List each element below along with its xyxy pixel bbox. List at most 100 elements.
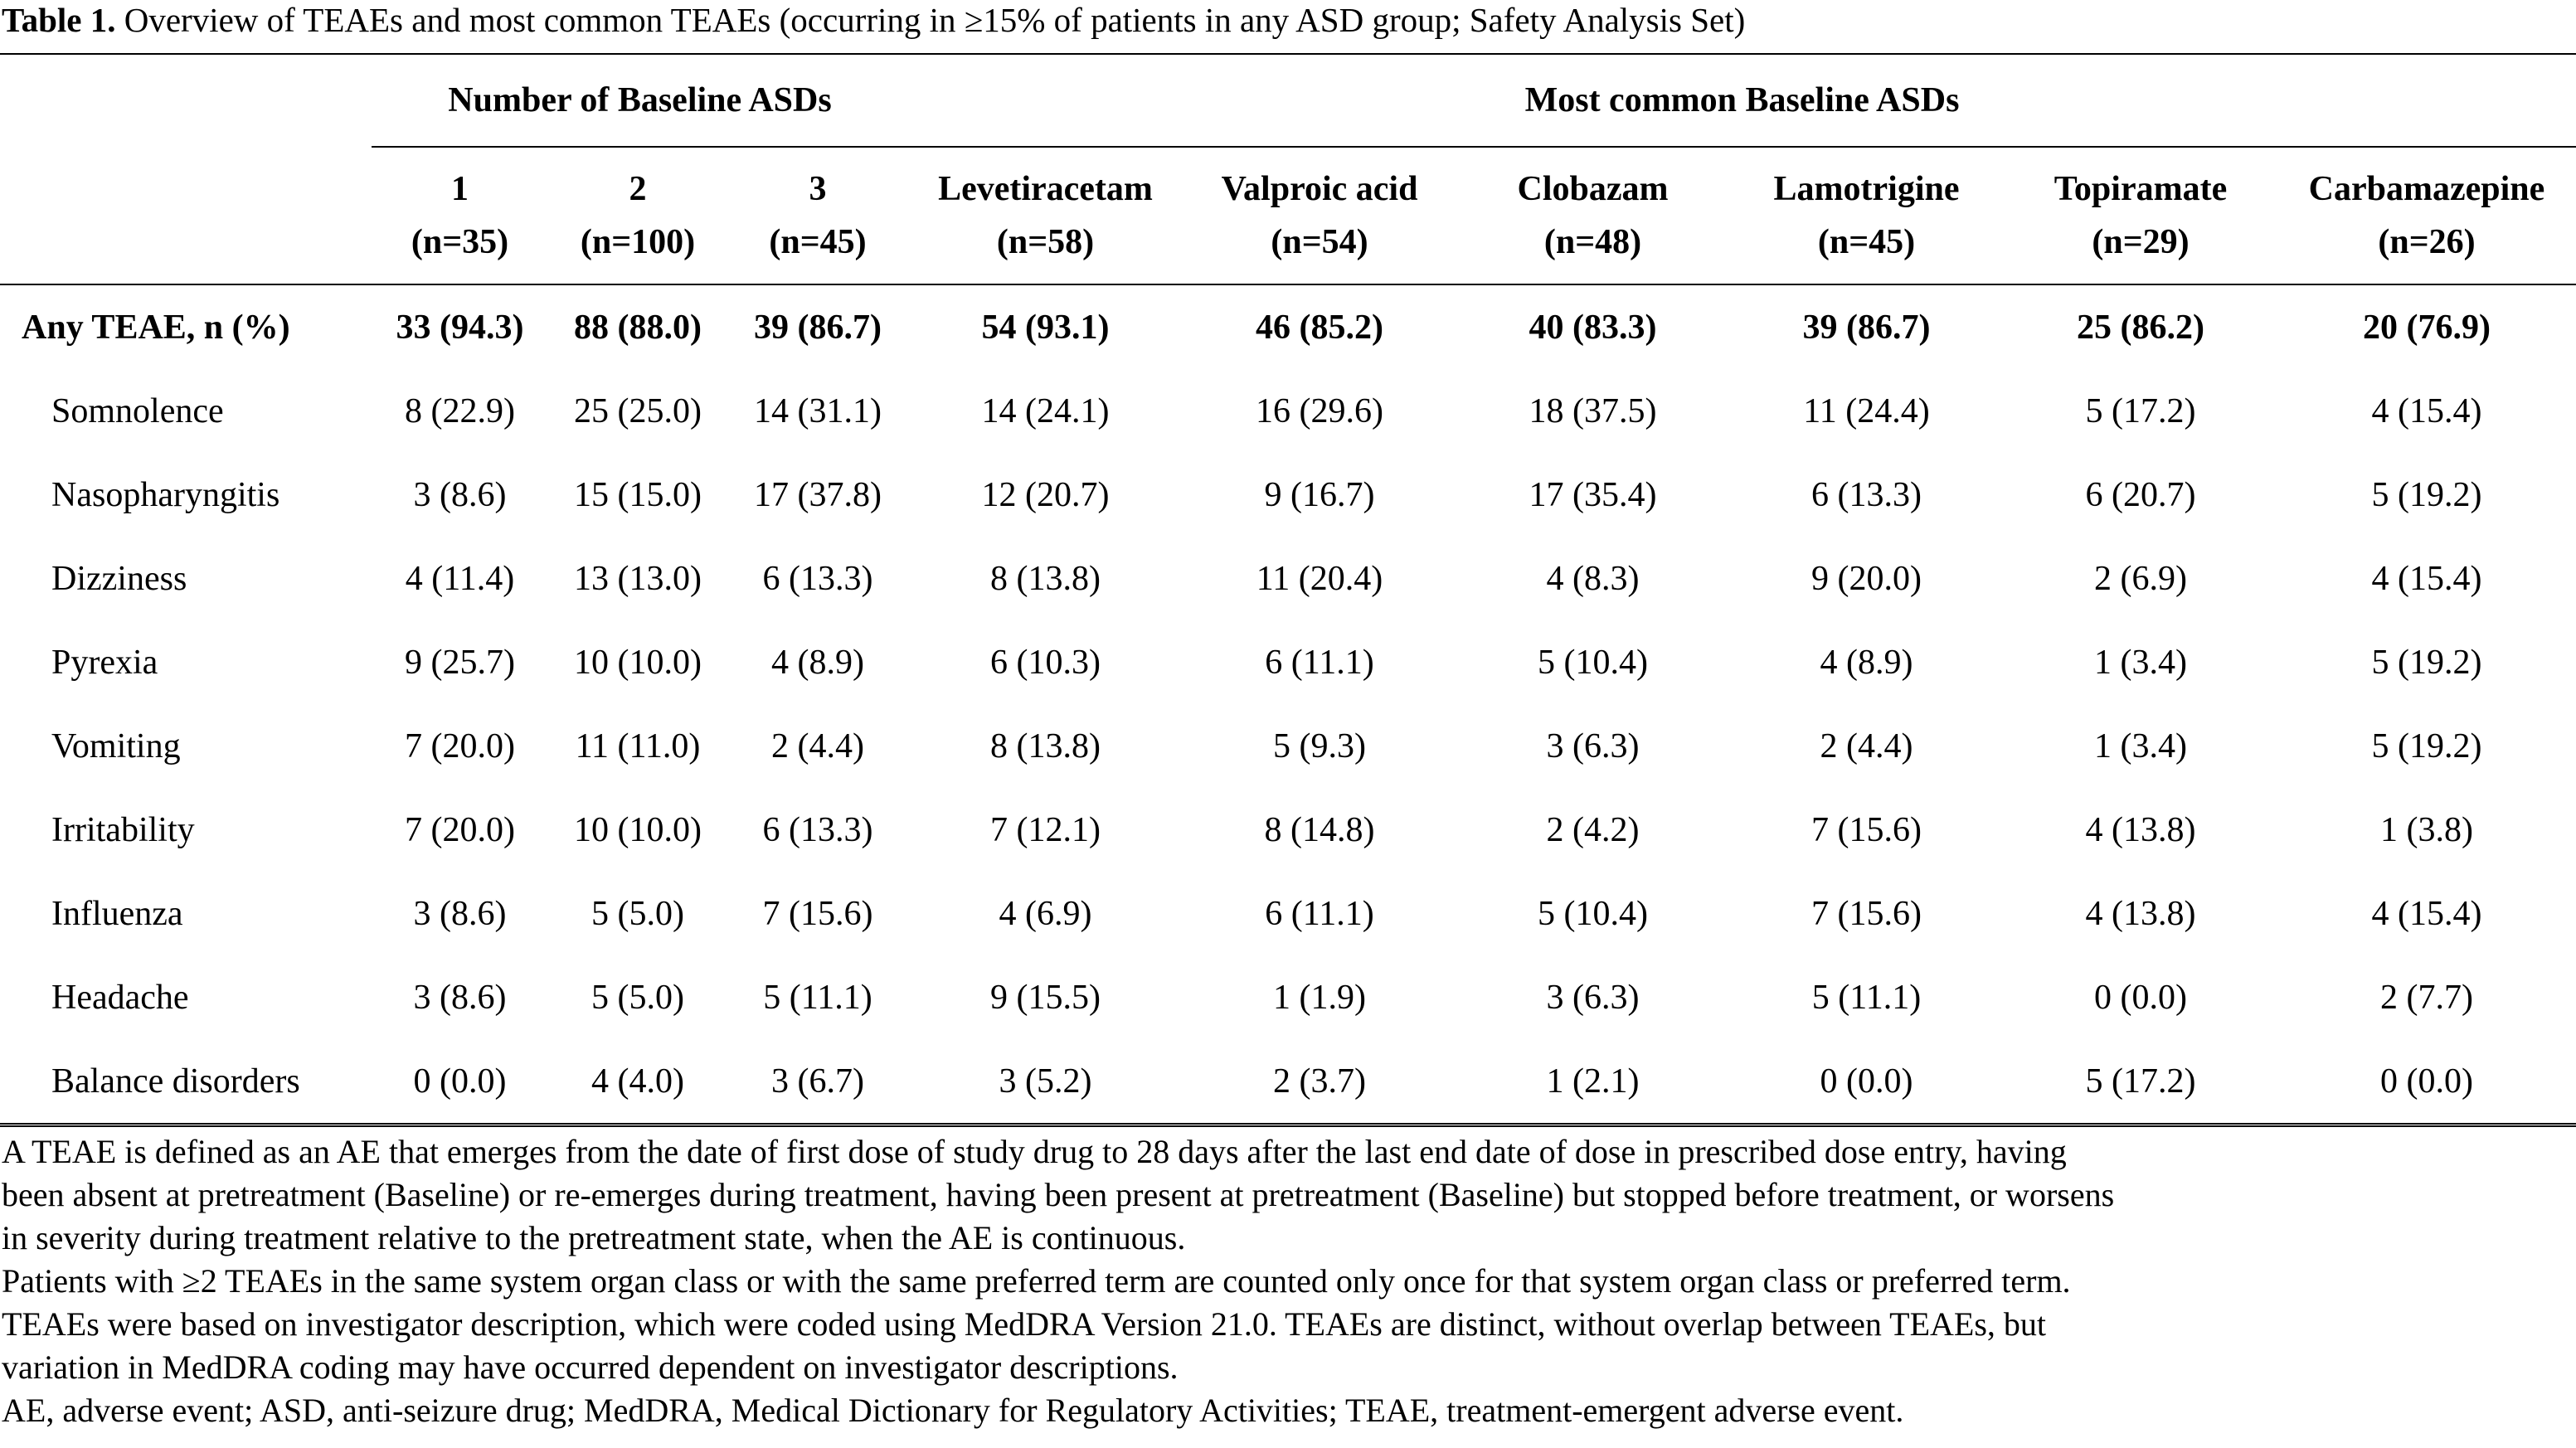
- table-cell: 5 (19.2): [2371, 475, 2482, 514]
- table-cell: 13 (13.0): [574, 559, 702, 598]
- table-cell: 6 (11.1): [1265, 894, 1374, 933]
- table-cell: 9 (15.5): [990, 978, 1101, 1017]
- row-label: Influenza: [51, 894, 183, 933]
- table-cell: 5 (19.2): [2371, 726, 2482, 765]
- table-cell: 25 (25.0): [574, 391, 702, 430]
- table-cell: 5 (10.4): [1538, 894, 1648, 933]
- group-header-row: Number of Baseline ASDs Most common Base…: [0, 54, 2576, 148]
- table-cell: 4 (6.9): [999, 894, 1092, 933]
- row-label: Pyrexia: [51, 643, 158, 682]
- table-cell: 1 (3.8): [2380, 810, 2473, 849]
- table-cell: 9 (20.0): [1811, 559, 1922, 598]
- table-cell: 2 (4.2): [1546, 810, 1640, 849]
- row-label: Somnolence: [51, 391, 224, 430]
- table-cell: 3 (8.6): [413, 894, 507, 933]
- column-header: Lamotrigine (n=45): [1729, 147, 2004, 285]
- footnote: TEAEs were based on investigator descrip…: [2, 1305, 2047, 1386]
- table-cell: 4 (15.4): [2371, 559, 2482, 598]
- table-cell: 11 (24.4): [1803, 391, 1930, 430]
- table-cell: 8 (13.8): [990, 726, 1101, 765]
- table-cell: 0 (0.0): [372, 1039, 548, 1127]
- footnote: AE, adverse event; ASD, anti-seizure dru…: [2, 1392, 1904, 1429]
- column-name: Lamotrigine: [1773, 170, 1960, 208]
- table-cell: 9 (16.7): [1264, 475, 1375, 514]
- table-cell: 2 (7.7): [2380, 978, 2473, 1017]
- table-cell: 4 (11.4): [405, 559, 515, 598]
- table-cell: 18 (37.5): [1529, 391, 1657, 430]
- table-cell: 7 (15.6): [1811, 894, 1922, 933]
- table-cell: 7 (20.0): [405, 810, 515, 849]
- table-cell: 7 (12.1): [990, 810, 1101, 849]
- table-cell: 1 (2.1): [1456, 1039, 1729, 1127]
- table-cell: 1 (3.4): [2094, 726, 2187, 765]
- column-n: (n=48): [1543, 223, 1642, 261]
- table-cell: 14 (31.1): [754, 391, 882, 430]
- column-n: (n=58): [996, 223, 1095, 261]
- column-name: 1: [451, 170, 469, 208]
- table-cell: 88 (88.0): [574, 308, 702, 347]
- table-row: Headache 3 (8.6) 5 (5.0) 5 (11.1) 9 (15.5) 1 …: [0, 955, 2576, 1039]
- column-n: (n=29): [2092, 223, 2190, 261]
- table-cell: 5 (5.0): [591, 894, 684, 933]
- table-cell: 6 (20.7): [2085, 475, 2196, 514]
- table-cell: 20 (76.9): [2363, 308, 2491, 347]
- table-cell: 2 (6.9): [2094, 559, 2187, 598]
- table-cell: 10 (10.0): [574, 643, 702, 682]
- table-cell: 33 (94.3): [396, 308, 524, 347]
- table-cell: 9 (25.7): [405, 643, 515, 682]
- footnote: Patients with ≥2 TEAEs in the same syste…: [2, 1262, 2071, 1300]
- table-cell: 3 (5.2): [908, 1039, 1183, 1127]
- table-cell: 7 (15.6): [762, 894, 873, 933]
- table-cell: 4 (4.0): [548, 1039, 727, 1127]
- column-header: Valproic acid (n=54): [1183, 147, 1456, 285]
- table-row: Influenza 3 (8.6) 5 (5.0) 7 (15.6) 4 (6.9) 6 …: [0, 872, 2576, 955]
- table-cell: 2 (4.4): [1820, 726, 1913, 765]
- column-name: Levetiracetam: [938, 170, 1153, 208]
- column-n: (n=54): [1271, 223, 1368, 261]
- row-label: Any TEAE, n (%): [22, 308, 290, 347]
- table-cell: 3 (8.6): [413, 978, 507, 1017]
- table-caption: Table 1. Overview of TEAEs and most comm…: [0, 0, 2576, 53]
- table-cell: 5 (5.0): [591, 978, 684, 1017]
- table-cell: 4 (13.8): [2085, 810, 2196, 849]
- table-row: Somnolence 8 (22.9) 25 (25.0) 14 (31.1) 14 (…: [0, 369, 2576, 453]
- table-cell: 8 (14.8): [1264, 810, 1375, 849]
- table-cell: 6 (11.1): [1265, 643, 1374, 682]
- table-row: Vomiting 7 (20.0) 11 (11.0) 2 (4.4) 8 (13.8)…: [0, 704, 2576, 788]
- column-name: Valproic acid: [1221, 170, 1418, 208]
- table-cell: 11 (11.0): [575, 726, 701, 765]
- table-row: Nasopharyngitis 3 (8.6) 15 (15.0) 17 (37.8)…: [0, 453, 2576, 537]
- table-cell: 39 (86.7): [754, 308, 882, 347]
- column-header: Carbamazepine (n=26): [2277, 147, 2576, 285]
- table-cell: 14 (24.1): [981, 391, 1110, 430]
- column-name: Carbamazepine: [2308, 170, 2545, 208]
- table-cell: 3 (6.3): [1546, 726, 1640, 765]
- table-cell: 3 (8.6): [413, 475, 507, 514]
- table-cell: 5 (9.3): [1273, 726, 1366, 765]
- table-cell: 8 (13.8): [990, 559, 1101, 598]
- row-label: Vomiting: [51, 726, 181, 765]
- table-label: Table 1.: [2, 1, 116, 39]
- table-cell: 1 (1.9): [1273, 978, 1366, 1017]
- table-cell: 3 (6.7): [727, 1039, 908, 1127]
- table-cell: 15 (15.0): [574, 475, 702, 514]
- column-n: (n=35): [411, 223, 509, 261]
- table-cell: 11 (20.4): [1256, 559, 1383, 598]
- table-cell: 4 (8.9): [771, 643, 864, 682]
- table-cell: 5 (17.2): [2004, 1039, 2277, 1127]
- table-cell: 0 (0.0): [1729, 1039, 2004, 1127]
- table-cell: 8 (22.9): [405, 391, 515, 430]
- table-cell: 7 (15.6): [1811, 810, 1922, 849]
- table-cell: 2 (4.4): [771, 726, 864, 765]
- table-cell: 7 (20.0): [405, 726, 515, 765]
- table-cell: 6 (10.3): [990, 643, 1101, 682]
- table-cell: 17 (37.8): [754, 475, 882, 514]
- table-row: Balance disorders 0 (0.0) 4 (4.0) 3 (6.7) 3 …: [0, 1039, 2576, 1127]
- table-cell: 17 (35.4): [1529, 475, 1657, 514]
- column-name: 2: [629, 170, 647, 208]
- column-header-row: 1 (n=35) 2 (n=100) 3 (n=45) Levetiracetam (n=58…: [0, 147, 2576, 285]
- table-cell: 3 (6.3): [1546, 978, 1640, 1017]
- table-cell: 5 (19.2): [2371, 643, 2482, 682]
- table-row: Pyrexia 9 (25.7) 10 (10.0) 4 (8.9) 6 (10.3) 6…: [0, 620, 2576, 704]
- column-name: Topiramate: [2054, 170, 2228, 208]
